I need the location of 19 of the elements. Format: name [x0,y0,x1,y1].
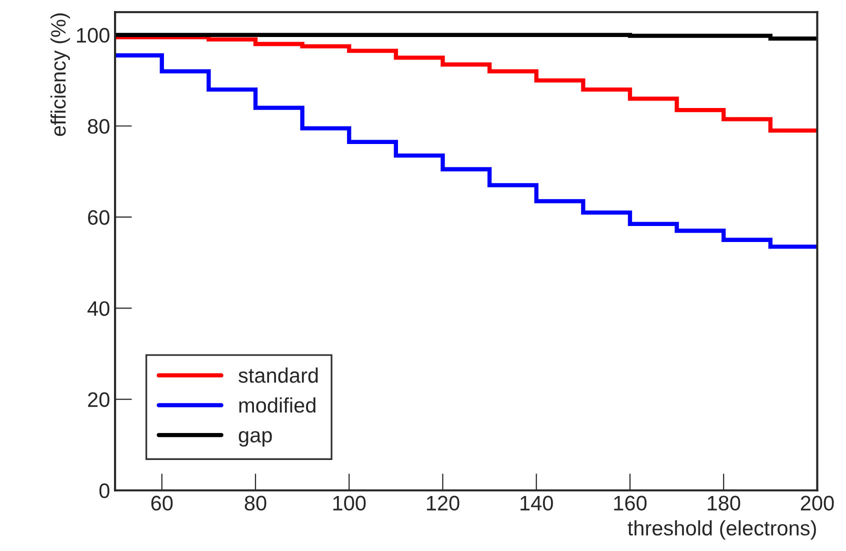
y-axis-title: efficiency (%) [50,13,70,136]
legend-label: modified [239,397,316,413]
x-axis-title: threshold (electrons) [628,520,816,540]
y-tick-label: 60 [88,210,110,225]
x-tick-label: 100 [333,496,366,511]
y-tick-label: 20 [88,392,110,408]
y-tick-label: 0 [99,483,110,498]
x-tick-label: 80 [244,496,266,511]
x-tick-label: 200 [800,496,834,511]
x-tick-label: 140 [520,496,553,511]
x-tick-label: 120 [426,496,460,511]
x-tick-label: 180 [708,496,740,511]
y-tick-label: 80 [88,118,110,134]
y-tick-label: 40 [88,301,110,316]
y-tick-label: 100 [77,28,110,43]
legend-label: standard [238,368,318,383]
x-tick-label: 160 [614,496,647,511]
x-tick-label: 60 [151,496,173,511]
legend-label: gap [238,431,272,447]
